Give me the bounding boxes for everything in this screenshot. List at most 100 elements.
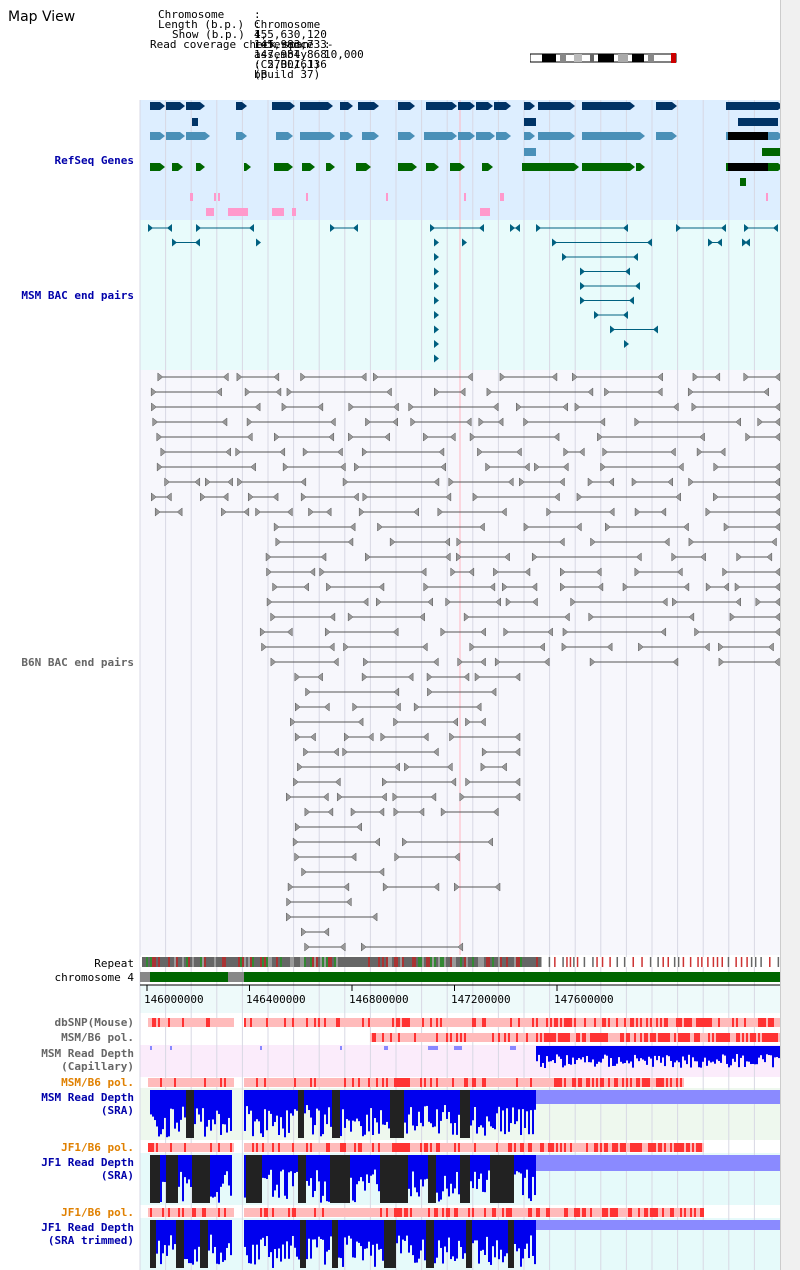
pol-mark — [476, 1143, 478, 1152]
bac-end-marker — [480, 717, 486, 727]
gene-arrow — [488, 102, 493, 110]
pol-mark — [348, 1143, 350, 1152]
repeat-mark — [446, 957, 448, 967]
depth-bar — [342, 1220, 344, 1267]
chromosome-ideogram[interactable] — [530, 53, 680, 63]
pol-mark — [764, 1018, 766, 1027]
repeat-mark — [336, 957, 338, 967]
pol-mark — [164, 1018, 166, 1027]
gene-block — [500, 193, 504, 201]
pol-mark — [246, 1078, 248, 1087]
pol-mark — [468, 1078, 470, 1087]
gene-block — [476, 132, 490, 140]
repeat-mark — [760, 957, 762, 967]
pol-mark — [638, 1078, 640, 1087]
repeat-mark — [716, 957, 719, 967]
depth-bar — [386, 1155, 388, 1203]
repeat-mark — [456, 957, 458, 967]
depth-bar — [522, 1155, 524, 1196]
pol-mark — [430, 1208, 432, 1217]
pol-mark — [348, 1208, 350, 1217]
repeat-mark — [170, 957, 172, 967]
pol-mark — [556, 1078, 558, 1087]
depth-bar — [324, 1220, 326, 1265]
pol-mark — [436, 1033, 438, 1042]
depth-bar — [424, 1220, 426, 1261]
repeat-mark — [494, 957, 496, 967]
pol-mark — [384, 1078, 386, 1087]
pol-mark — [686, 1143, 688, 1152]
pol-mark — [756, 1033, 758, 1042]
pol-mark — [202, 1018, 204, 1027]
pol-mark — [568, 1018, 570, 1027]
depth-bar — [510, 1090, 512, 1124]
depth-bar — [720, 1046, 722, 1063]
repeat-mark — [190, 957, 192, 967]
pol-mark — [352, 1143, 354, 1152]
repeat-mark — [430, 957, 432, 967]
pol-mark — [334, 1078, 336, 1087]
bac-end-marker — [660, 507, 667, 517]
pol-mark — [268, 1143, 270, 1152]
pol-mark — [404, 1078, 406, 1087]
depth-bar — [470, 1155, 472, 1182]
depth-bar — [280, 1220, 282, 1262]
repeat-mark — [482, 957, 484, 967]
pol-mark — [598, 1018, 600, 1027]
pol-mark — [210, 1208, 212, 1217]
depth-bar — [258, 1220, 260, 1260]
pol-mark — [184, 1143, 186, 1152]
pol-mark — [466, 1033, 468, 1042]
depth-bar — [344, 1090, 346, 1128]
pol-mark — [406, 1208, 408, 1217]
depth-bar — [330, 1155, 332, 1203]
pol-mark — [712, 1018, 714, 1027]
depth-bar — [370, 1090, 372, 1109]
bac-end-marker — [558, 537, 565, 547]
depth-bar — [494, 1155, 496, 1203]
depth-bar — [750, 1046, 752, 1065]
bac-end-marker — [736, 552, 743, 562]
depth-bar — [340, 1220, 342, 1259]
pol-mark — [552, 1033, 554, 1042]
depth-bar — [494, 1090, 496, 1130]
depth-bar — [320, 1090, 322, 1137]
depth-bar — [464, 1155, 466, 1203]
bac-end-marker — [330, 224, 335, 232]
pol-mark — [572, 1018, 574, 1027]
bac-end-marker — [200, 492, 206, 502]
vertical-scrollbar[interactable] — [780, 0, 800, 1270]
bac-end-marker — [465, 717, 471, 727]
gene-arrow — [470, 102, 475, 110]
depth-bar — [346, 1090, 348, 1120]
gene-arrow — [310, 163, 315, 171]
pol-mark — [324, 1143, 326, 1152]
depth-bar — [508, 1090, 510, 1132]
repeat-mark — [438, 957, 440, 967]
pol-mark — [386, 1208, 388, 1217]
bac-end-marker — [250, 462, 256, 472]
depth-bar — [458, 1155, 460, 1195]
repeat-mark — [174, 957, 176, 967]
depth-bar — [276, 1155, 278, 1185]
depth-bar — [392, 1090, 394, 1138]
depth-bar — [476, 1155, 478, 1189]
bac-end-marker — [297, 762, 303, 772]
depth-bar — [420, 1155, 422, 1180]
bac-end-marker — [480, 657, 486, 667]
pol-mark — [522, 1018, 524, 1027]
depth-bar — [198, 1220, 200, 1247]
pol-mark — [254, 1018, 256, 1027]
pol-mark — [374, 1033, 376, 1042]
gene-block — [398, 102, 410, 110]
pol-mark — [674, 1143, 676, 1152]
pol-mark — [498, 1033, 500, 1042]
bac-end-marker — [392, 417, 398, 427]
bac-end-marker — [348, 432, 354, 442]
depth-bar — [706, 1046, 708, 1066]
bac-end-marker — [420, 567, 427, 577]
pol-mark — [642, 1018, 644, 1027]
depth-bar — [428, 1046, 438, 1050]
bac-end-marker — [705, 507, 712, 517]
